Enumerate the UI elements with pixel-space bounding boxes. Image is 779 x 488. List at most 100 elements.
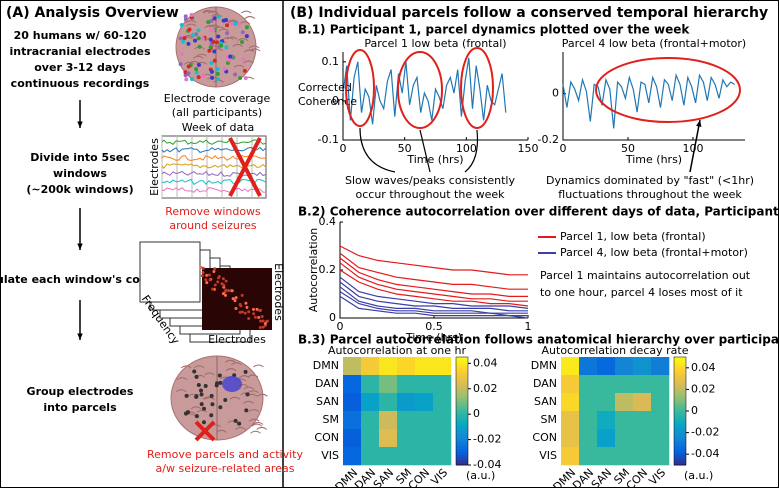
annotation: Dynamics dominated by "fast" (<1hr) <box>546 174 754 187</box>
heat-cell <box>415 429 434 448</box>
sulcus <box>248 45 260 49</box>
colorbar-strip <box>674 370 686 374</box>
sulcus <box>229 396 241 400</box>
colorbar-strip <box>456 440 468 444</box>
sulcus <box>225 359 236 363</box>
colorbar-tick-label: -0.02 <box>473 433 501 446</box>
heat-cell <box>579 393 598 412</box>
heat-cell <box>343 375 362 394</box>
sulcus <box>233 64 245 68</box>
col-label: VIS <box>646 466 668 488</box>
panel-title: (A) Analysis Overview <box>6 5 179 21</box>
electrode <box>216 34 221 39</box>
coh-dot <box>265 319 269 323</box>
sulcus <box>207 10 219 14</box>
heat-cell <box>433 375 452 394</box>
electrode <box>224 45 229 50</box>
colorbar-strip <box>674 389 686 393</box>
colorbar-strip <box>674 454 686 458</box>
sulcus <box>175 389 187 393</box>
coh-dot <box>261 325 265 329</box>
electrode <box>179 23 184 28</box>
trace <box>161 146 267 153</box>
colorbar-tick-label: -0.04 <box>691 447 719 460</box>
series-line <box>342 57 507 125</box>
x-axis-label: Time (hrs) <box>405 331 462 344</box>
electrode <box>228 54 233 59</box>
colorbar-strip <box>456 384 468 388</box>
electrode <box>199 388 204 393</box>
heat-cell <box>343 447 362 466</box>
coh-dot <box>213 283 217 287</box>
x-tick-label: 0 <box>560 142 567 155</box>
electrode <box>210 28 215 33</box>
coh-dot <box>201 266 205 270</box>
electrode <box>196 62 201 67</box>
step-text: (~200k windows) <box>26 183 133 196</box>
colorbar-label: (a.u.) <box>684 469 713 482</box>
x-axis-label: Time (hrs) <box>406 153 463 166</box>
heat-cell <box>579 447 598 466</box>
coh-dot <box>247 316 251 320</box>
highlight <box>397 51 443 129</box>
heat-cell <box>651 447 670 466</box>
heat-cell <box>415 393 434 412</box>
y-axis-label: Corrected <box>298 81 352 94</box>
electrode <box>212 16 217 21</box>
heat-cell <box>397 447 416 466</box>
heat-cell <box>633 375 652 394</box>
colorbar-strip <box>456 357 468 361</box>
colorbar-strip <box>456 424 468 428</box>
trace <box>161 186 267 193</box>
series-line <box>339 257 528 297</box>
sulcus <box>204 25 216 29</box>
colorbar-strip <box>456 381 468 385</box>
electrode <box>223 397 228 402</box>
colorbar-strip <box>456 448 468 452</box>
heat-cell <box>415 357 434 376</box>
col-label: VIS <box>428 466 450 488</box>
electrode <box>208 45 213 50</box>
sulcus <box>256 426 268 430</box>
y-tick-label: -0.2 <box>538 133 559 146</box>
section-title: B.1) Participant 1, parcel dynamics plot… <box>298 23 690 37</box>
coh-dot <box>263 322 267 326</box>
colorbar-strip <box>674 402 686 407</box>
colorbar-strip <box>456 419 468 423</box>
heat-cell <box>597 357 616 376</box>
coh-dot <box>240 293 244 297</box>
coh-dot <box>224 288 228 292</box>
row-label: DAN <box>315 377 339 390</box>
colorbar-strip <box>456 432 468 436</box>
sulcus <box>180 365 192 369</box>
sulcus <box>214 26 226 30</box>
heat-cell <box>579 429 598 448</box>
step-text: over 3-12 days <box>34 61 126 74</box>
heat-cell <box>561 357 580 376</box>
row-label: DAN <box>533 377 557 390</box>
sulcus <box>211 13 223 17</box>
electrode <box>193 38 198 43</box>
annotation: Slow waves/peaks consistently <box>345 174 515 187</box>
colorbar-strip <box>456 359 468 363</box>
axis-label: Electrodes <box>148 138 161 196</box>
colorbar-strip <box>674 456 686 461</box>
sulcus <box>176 377 188 381</box>
electrode <box>219 43 224 48</box>
electrode <box>242 68 247 73</box>
colorbar-strip <box>674 359 686 363</box>
arrow-head <box>77 243 83 250</box>
electrode <box>192 369 197 374</box>
heat-cell <box>397 429 416 448</box>
note: Remove windows <box>165 205 261 218</box>
arrow-head <box>77 333 83 340</box>
sulcus <box>202 396 214 400</box>
electrode <box>237 22 242 27</box>
caption: Electrode coverage <box>164 92 271 105</box>
coh-dot <box>224 279 228 283</box>
colorbar-strip <box>456 375 468 380</box>
heat-cell <box>361 357 380 376</box>
colorbar-strip <box>674 421 686 425</box>
heat-cell <box>415 375 434 394</box>
electrode <box>181 39 186 44</box>
